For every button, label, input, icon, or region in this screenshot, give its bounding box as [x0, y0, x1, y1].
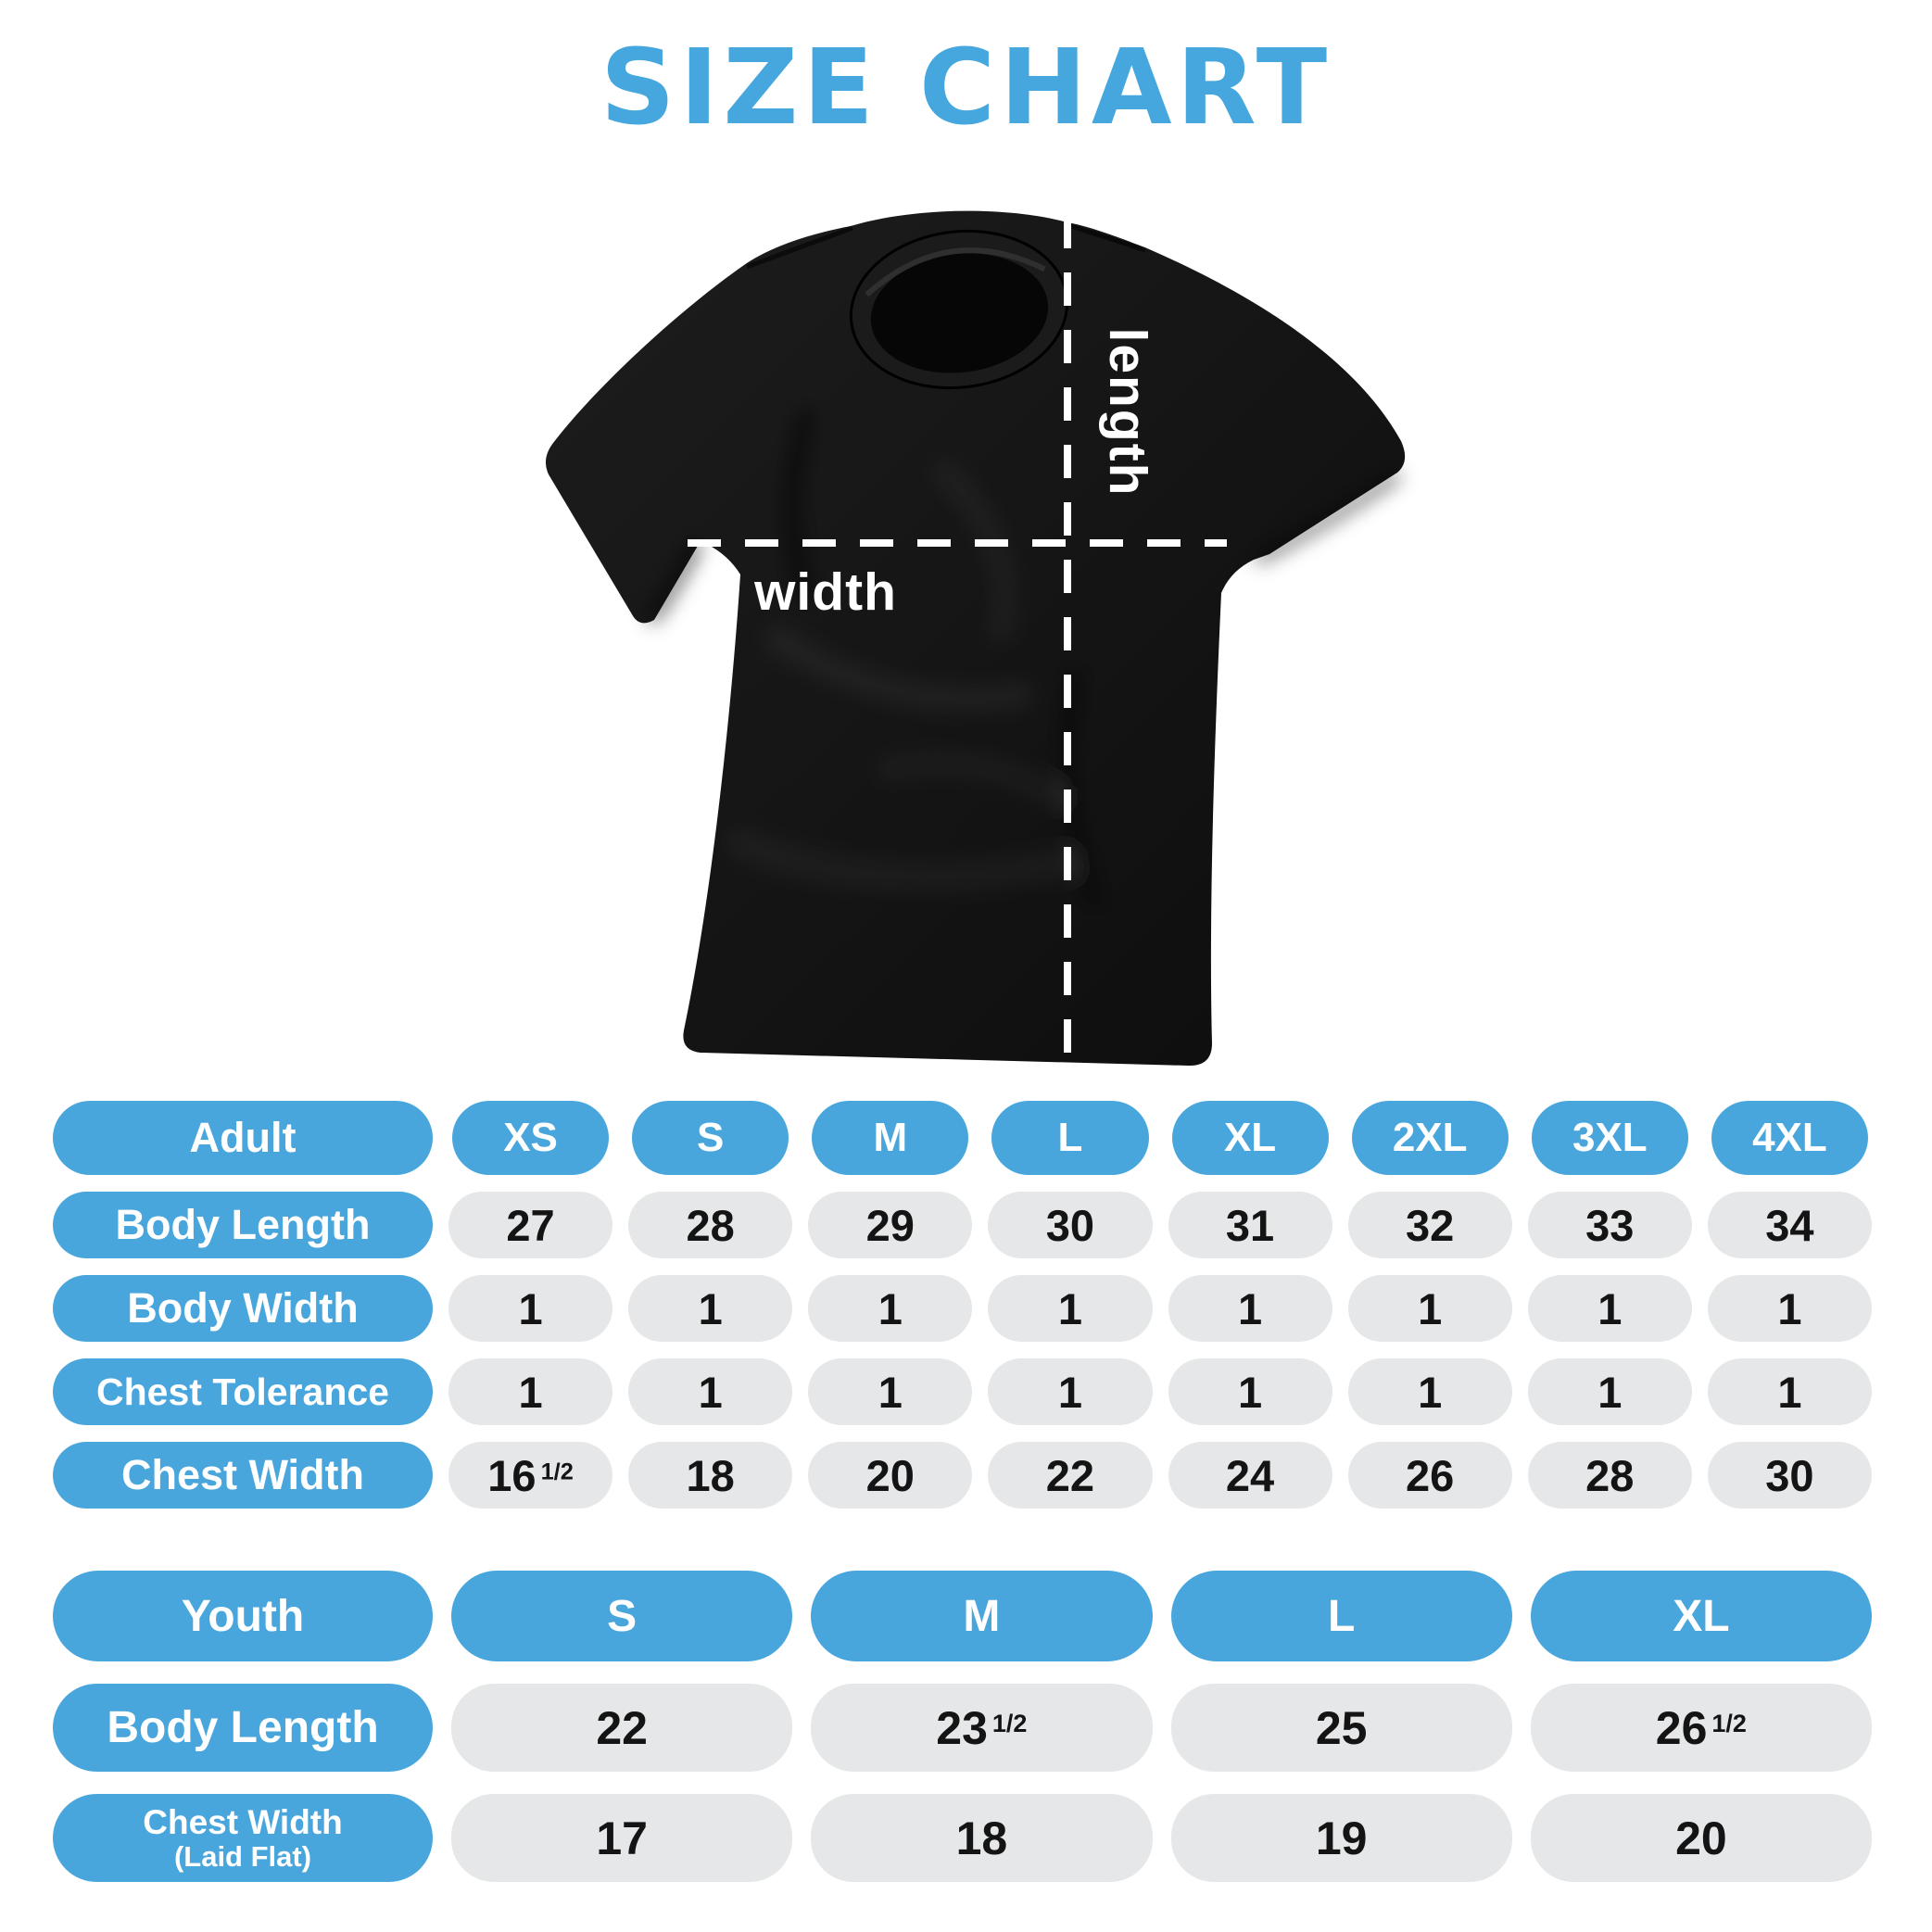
adult-size-value: 31 — [1168, 1192, 1332, 1258]
youth-size-value: 23 1/2 — [811, 1684, 1153, 1772]
adult-size-value: 1 — [1527, 1275, 1692, 1342]
adult-size-value: 16 1/2 — [448, 1442, 613, 1509]
adult-size-value: 1 — [988, 1358, 1153, 1425]
youth-size-value: 22 — [451, 1684, 793, 1772]
adult-size-header: 3XL — [1531, 1101, 1688, 1175]
adult-size-value: 1 — [1707, 1275, 1872, 1342]
adult-size-value: 1 — [1347, 1358, 1512, 1425]
youth-size-value: 20 — [1530, 1794, 1872, 1882]
adult-size-value: 24 — [1168, 1442, 1332, 1509]
adult-size-value: 30 — [988, 1192, 1153, 1258]
row-label-body-length: Body Length — [53, 1192, 433, 1258]
adult-size-value: 1 — [448, 1358, 613, 1425]
youth-size-table: Youth S M L XL Body Length 22 23 1/2 25 2… — [53, 1571, 1872, 1882]
adult-size-value: 27 — [448, 1192, 613, 1258]
adult-size-value: 28 — [1527, 1442, 1692, 1509]
adult-size-value: 1 — [1527, 1358, 1692, 1425]
adult-table-title: Adult — [53, 1101, 433, 1175]
adult-size-value: 29 — [808, 1192, 973, 1258]
adult-size-value: 1 — [628, 1358, 793, 1425]
row-label-chest-tolerance: Chest Tolerance — [53, 1358, 433, 1425]
adult-size-value: 28 — [628, 1192, 793, 1258]
adult-size-value: 32 — [1347, 1192, 1512, 1258]
adult-size-value: 30 — [1707, 1442, 1872, 1509]
youth-size-header: L — [1170, 1571, 1512, 1661]
adult-size-value: 1 — [1707, 1358, 1872, 1425]
adult-size-value: 1 — [988, 1275, 1153, 1342]
adult-size-header: 4XL — [1711, 1101, 1868, 1175]
adult-size-value: 1 — [1168, 1275, 1332, 1342]
adult-size-value: 1 — [1168, 1358, 1332, 1425]
row-label-body-width: Body Width — [53, 1275, 433, 1342]
adult-size-value: 1 — [628, 1275, 793, 1342]
youth-size-header: M — [811, 1571, 1153, 1661]
length-label: length — [1098, 328, 1157, 498]
page-title: SIZE CHART — [600, 28, 1332, 148]
youth-size-value: 26 1/2 — [1530, 1684, 1872, 1772]
row-label-body-length: Body Length — [53, 1684, 433, 1772]
tshirt-graphic — [545, 210, 1406, 1067]
youth-size-value: 17 — [451, 1794, 793, 1882]
adult-size-header: XL — [1171, 1101, 1329, 1175]
tshirt-collar — [849, 229, 1069, 390]
adult-size-value: 1 — [448, 1275, 613, 1342]
adult-size-value: 1 — [808, 1275, 973, 1342]
width-label: width — [753, 562, 897, 622]
tshirt-measurement-diagram: length width — [545, 210, 1406, 1070]
youth-size-header: S — [451, 1571, 793, 1661]
adult-size-header: XS — [452, 1101, 610, 1175]
youth-size-value: 25 — [1170, 1684, 1512, 1772]
adult-size-header: M — [812, 1101, 969, 1175]
adult-size-table: Adult XS S M L XL 2XL 3XL 4XL Body Lengt… — [53, 1101, 1872, 1509]
adult-size-value: 34 — [1707, 1192, 1872, 1258]
adult-size-value: 20 — [808, 1442, 973, 1509]
adult-size-header: 2XL — [1351, 1101, 1509, 1175]
row-label-chest-width-laid-flat: Chest Width (Laid Flat) — [53, 1794, 433, 1882]
youth-table-title: Youth — [53, 1571, 433, 1661]
row-label-chest-width: Chest Width — [53, 1442, 433, 1509]
adult-size-value: 26 — [1347, 1442, 1512, 1509]
youth-size-header: XL — [1530, 1571, 1872, 1661]
adult-size-header: L — [991, 1101, 1149, 1175]
youth-size-value: 18 — [811, 1794, 1153, 1882]
adult-size-value: 22 — [988, 1442, 1153, 1509]
adult-size-value: 33 — [1527, 1192, 1692, 1258]
youth-size-value: 19 — [1170, 1794, 1512, 1882]
adult-size-value: 1 — [808, 1358, 973, 1425]
adult-size-value: 1 — [1347, 1275, 1512, 1342]
adult-size-header: S — [632, 1101, 789, 1175]
adult-size-value: 18 — [628, 1442, 793, 1509]
